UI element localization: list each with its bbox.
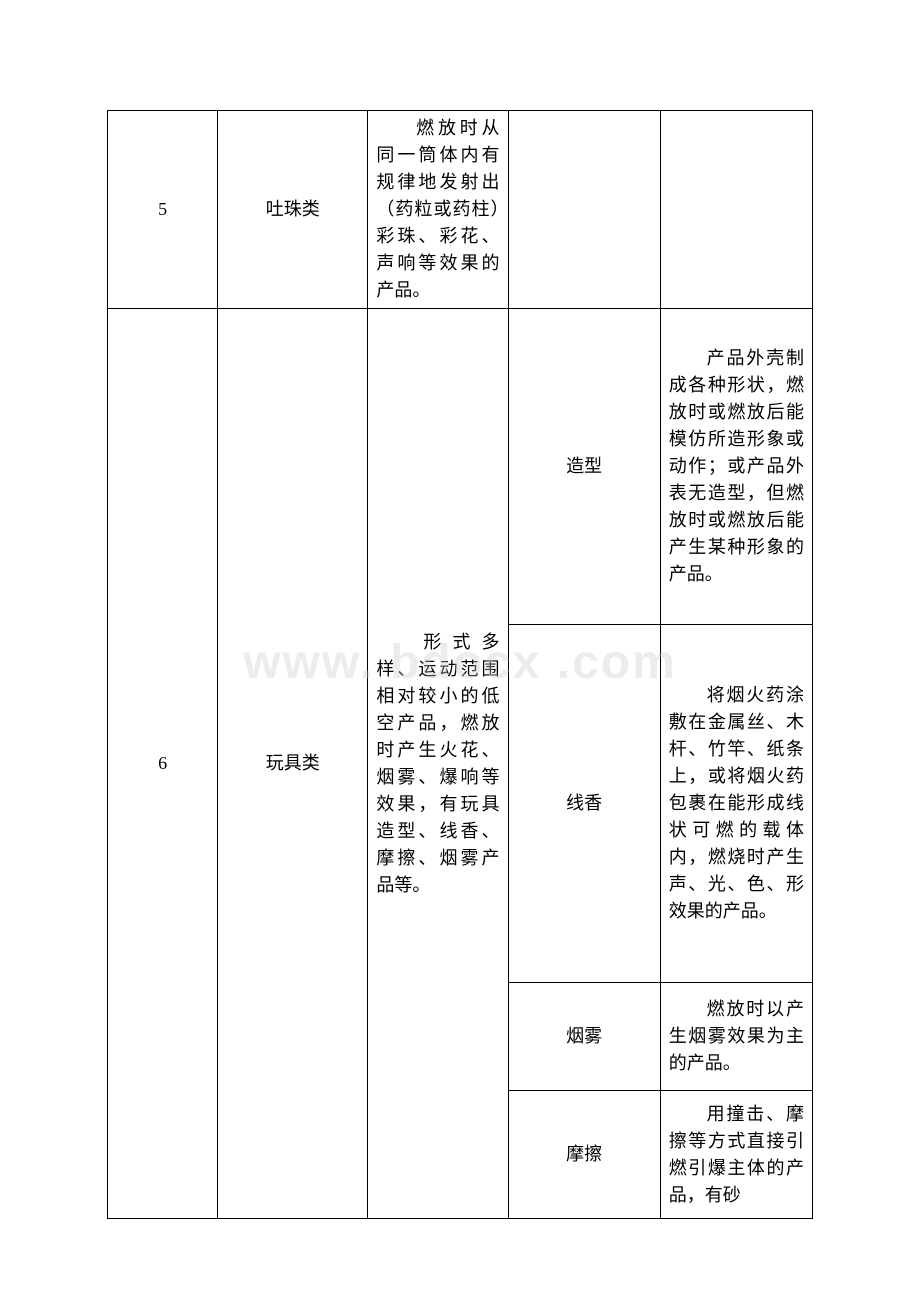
cell-sub: 造型 xyxy=(508,309,660,625)
sub-desc-text: 燃放时以产生烟雾效果为主的产品。 xyxy=(669,999,804,1073)
sub-desc-text: 产品外壳制成各种形状，燃放时或燃放后能模仿所造形象或动作；或产品外表无造型，但燃… xyxy=(669,348,804,584)
cell-sub xyxy=(508,111,660,309)
cell-sub: 烟雾 xyxy=(508,983,660,1091)
desc-text: 燃放时从同一筒体内有规律地发射出（药粒或药柱）彩珠、彩花、声响等效果的产品。 xyxy=(376,118,499,300)
cell-sub-desc: 用撞击、摩擦等方式直接引燃引爆主体的产品，有砂 xyxy=(660,1091,812,1219)
desc-text: 形式多样、运动范围相对较小的低空产品，燃放时产生火花、烟雾、爆响等效果，有玩具造… xyxy=(376,632,499,895)
cell-sub-desc: 将烟火药涂敷在金属丝、木杆、竹竿、纸条上，或将烟火药包裹在能形成线状可燃的载体内… xyxy=(660,625,812,983)
cell-num: 5 xyxy=(108,111,218,309)
cell-sub-desc: 产品外壳制成各种形状，燃放时或燃放后能模仿所造形象或动作；或产品外表无造型，但燃… xyxy=(660,309,812,625)
cell-sub: 线香 xyxy=(508,625,660,983)
cell-sub-desc: 燃放时以产生烟雾效果为主的产品。 xyxy=(660,983,812,1091)
cell-category: 玩具类 xyxy=(218,309,368,1219)
classification-table: 5 吐珠类 燃放时从同一筒体内有规律地发射出（药粒或药柱）彩珠、彩花、声响等效果… xyxy=(107,110,813,1219)
table-row: 6 玩具类 形式多样、运动范围相对较小的低空产品，燃放时产生火花、烟雾、爆响等效… xyxy=(108,309,813,625)
cell-desc: 燃放时从同一筒体内有规律地发射出（药粒或药柱）彩珠、彩花、声响等效果的产品。 xyxy=(368,111,508,309)
table-row: 5 吐珠类 燃放时从同一筒体内有规律地发射出（药粒或药柱）彩珠、彩花、声响等效果… xyxy=(108,111,813,309)
cell-category: 吐珠类 xyxy=(218,111,368,309)
sub-desc-text: 用撞击、摩擦等方式直接引燃引爆主体的产品，有砂 xyxy=(669,1104,804,1205)
page-container: 5 吐珠类 燃放时从同一筒体内有规律地发射出（药粒或药柱）彩珠、彩花、声响等效果… xyxy=(0,0,920,1219)
cell-sub-desc xyxy=(660,111,812,309)
cell-desc: 形式多样、运动范围相对较小的低空产品，燃放时产生火花、烟雾、爆响等效果，有玩具造… xyxy=(368,309,508,1219)
cell-num: 6 xyxy=(108,309,218,1219)
cell-sub: 摩擦 xyxy=(508,1091,660,1219)
sub-desc-text: 将烟火药涂敷在金属丝、木杆、竹竿、纸条上，或将烟火药包裹在能形成线状可燃的载体内… xyxy=(669,685,804,921)
